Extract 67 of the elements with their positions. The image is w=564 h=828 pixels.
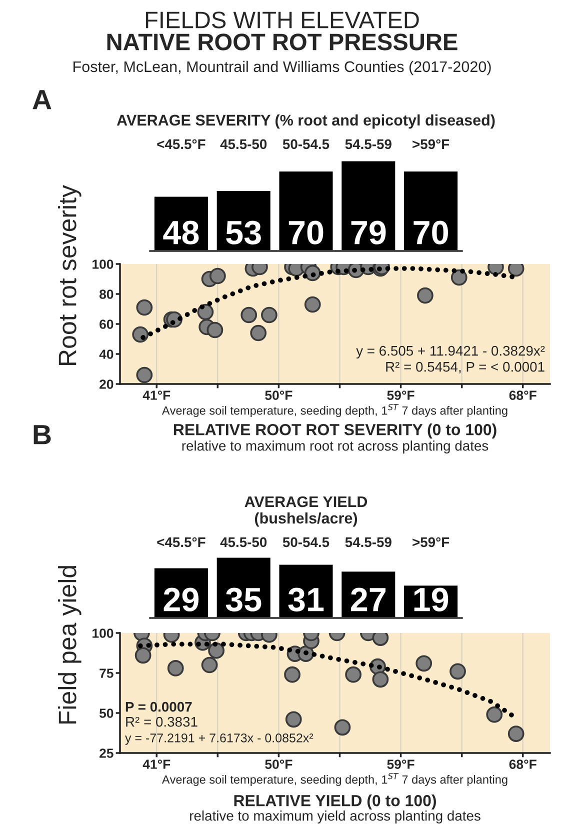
y-axis-title: Root rot severity bbox=[58, 185, 82, 365]
chart-title: AVERAGE YIELD (bushels/acre) bbox=[244, 496, 368, 527]
text: RELATIVE YIELD (0 to 100) bbox=[234, 794, 436, 810]
y-tick-label: 25 bbox=[100, 748, 114, 758]
y-tick-label: 100 bbox=[92, 628, 114, 638]
data-label: 31 bbox=[288, 588, 324, 612]
text: relative to maximum yield across planting dates bbox=[190, 810, 480, 824]
y-tick-label: 20 bbox=[100, 380, 114, 389]
point bbox=[417, 287, 434, 304]
x-tick-label: >59°F bbox=[412, 139, 450, 150]
x-tick-label: 45.5-50 bbox=[220, 139, 267, 150]
bar bbox=[278, 170, 334, 251]
data-label: 48 bbox=[163, 220, 199, 244]
point bbox=[261, 306, 278, 324]
data-label: 27 bbox=[351, 588, 386, 612]
y-tick-label: 75 bbox=[100, 668, 114, 678]
x-tick-label: <45.5°F bbox=[157, 139, 206, 150]
y-tick-label: 80 bbox=[99, 290, 114, 299]
x-tick-label: 59°F bbox=[387, 390, 414, 400]
text: RELATIVE ROOT ROT SEVERITY (0 to 100) bbox=[174, 424, 496, 438]
point bbox=[240, 306, 258, 324]
y-tick-label: 40 bbox=[99, 350, 114, 359]
y-tick-label: 60 bbox=[100, 320, 114, 329]
text: relative to maximum root rot across planting dates bbox=[182, 440, 488, 454]
data-label: 53 bbox=[226, 220, 261, 244]
x-tick-label: 41°F bbox=[142, 390, 170, 400]
y-tick-label: 50 bbox=[99, 708, 114, 718]
point bbox=[206, 322, 224, 338]
annotation: R² = 0.3831 bbox=[126, 716, 198, 727]
x-tick-label: 54.5-59 bbox=[345, 537, 392, 548]
x-axis-title: Average soil temperature, seeding depth, 1$^{ST}$ 7 days after planting bbox=[162, 772, 508, 786]
bar bbox=[402, 170, 459, 251]
text: Foster, McLean, Mountrail and Williams Counties (2017-2020) bbox=[74, 60, 491, 76]
x-tick-label: 68°F bbox=[509, 390, 536, 400]
annotation: y = -77.2191 + 7.6173x - 0.0852x² bbox=[125, 734, 314, 745]
x-tick-label: 50°F bbox=[265, 390, 292, 400]
text: NATIVE ROOT ROT PRESSURE bbox=[107, 34, 458, 50]
chart-title: AVERAGE SEVERITY (% root and epicotyl diseased) bbox=[116, 114, 495, 129]
x-tick-label: 68°F bbox=[509, 760, 536, 769]
x-tick-label: 50-54.5 bbox=[282, 537, 330, 548]
text: FIELDS WITH ELEVATED bbox=[146, 12, 419, 28]
data-label: 29 bbox=[164, 588, 199, 612]
x-tick-label: 59°F bbox=[387, 760, 414, 769]
data-label: 70 bbox=[288, 220, 324, 244]
point bbox=[136, 299, 153, 316]
y-axis-title: Field pea yield bbox=[58, 566, 82, 724]
text: A bbox=[32, 90, 52, 110]
annotation: P = 0.0007 bbox=[126, 702, 192, 712]
x-tick-label: 54.5-59 bbox=[345, 139, 392, 150]
x-tick-label: <45.5°F bbox=[157, 537, 206, 548]
bar bbox=[340, 160, 397, 251]
x-tick-label: 50°F bbox=[265, 760, 292, 769]
x-tick-label: 45.5-50 bbox=[220, 537, 267, 548]
x-axis-title: Average soil temperature, seeding depth, 1$^{ST}$ 7 days after planting bbox=[162, 404, 508, 418]
data-label: 35 bbox=[226, 588, 262, 612]
x-tick-label: >59°F bbox=[412, 537, 450, 548]
x-tick-label: 50-54.5 bbox=[282, 139, 330, 150]
point bbox=[304, 296, 321, 313]
data-label: 70 bbox=[414, 220, 448, 244]
annotation: R² = 0.5454, P = < 0.0001 bbox=[386, 362, 544, 374]
x-tick-label: 41°F bbox=[142, 760, 170, 769]
y-tick-label: 100 bbox=[92, 260, 114, 269]
point bbox=[250, 324, 267, 342]
data-label: 79 bbox=[351, 220, 386, 244]
text: B bbox=[34, 425, 51, 444]
annotation: y = 6.505 + 11.9421 - 0.3829x² bbox=[356, 346, 545, 358]
data-label: 19 bbox=[414, 588, 448, 612]
